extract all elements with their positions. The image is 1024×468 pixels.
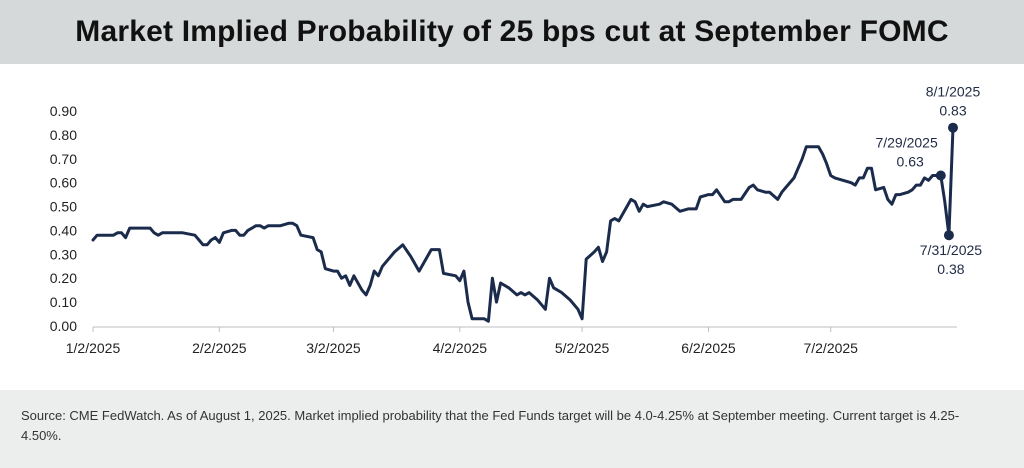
y-tick-label: 0.30 [50,246,77,262]
annotation-date-label: 8/1/2025 [926,84,981,100]
x-tick-label: 4/2/2025 [433,340,488,356]
annotation-value-label: 0.63 [897,154,924,170]
y-tick-label: 0.10 [50,294,77,310]
source-note: Source: CME FedWatch. As of August 1, 20… [21,408,960,443]
annotation-date-label: 7/29/2025 [875,135,937,151]
annotation-marker [948,122,958,133]
annotation-value-label: 0.38 [937,261,964,277]
line-chart: 0.00 0.10 0.20 0.30 0.40 0.50 0.60 0.70 0.80 0.90… [50,84,983,356]
y-tick-label: 0.60 [50,175,77,191]
x-tick-label: 6/2/2025 [681,340,736,356]
y-tick-label: 0.20 [50,270,77,286]
chart-area: 0.00 0.10 0.20 0.30 0.40 0.50 0.60 0.70 0.80 0.90… [0,64,1024,390]
y-tick-label: 0.70 [50,151,77,167]
y-tick-label: 0.80 [50,127,77,143]
source-footer: Source: CME FedWatch. As of August 1, 20… [0,390,1024,468]
annotation-date-label: 7/31/2025 [920,242,982,258]
y-tick-label: 0.40 [50,222,77,238]
series-line [91,126,955,323]
y-tick-label: 0.90 [50,103,77,119]
x-tick-label: 2/2/2025 [192,340,247,356]
annotation-value-label: 0.83 [939,103,966,119]
y-tick-label: 0.50 [50,199,77,215]
annotation-marker [935,170,946,181]
x-tick-label: 3/2/2025 [306,340,361,356]
chart-title-bar: Market Implied Probability of 25 bps cut… [0,0,1024,64]
x-tick-label: 5/2/2025 [555,340,610,356]
annotation-marker [943,230,954,241]
x-tick-label: 1/2/2025 [66,340,121,356]
chart-title: Market Implied Probability of 25 bps cut… [75,15,949,48]
x-tick-label: 7/2/2025 [803,340,858,356]
y-tick-label: 0.00 [50,318,77,334]
